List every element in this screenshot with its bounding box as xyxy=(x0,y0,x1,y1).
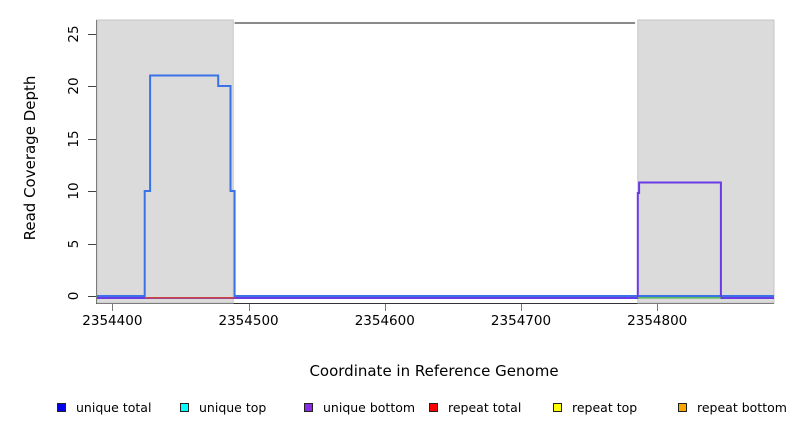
x-axis-tick xyxy=(657,304,659,311)
x-axis-tick-label: 2354500 xyxy=(218,313,279,329)
x-axis-tick-label: 2354800 xyxy=(627,313,688,329)
x-axis-title: Coordinate in Reference Genome xyxy=(309,362,559,380)
y-axis-tick xyxy=(88,86,96,87)
repeat-region-band xyxy=(96,19,234,304)
legend-label: unique bottom xyxy=(323,399,416,415)
plot-svg xyxy=(96,19,775,304)
y-axis-tick xyxy=(88,138,96,140)
legend-item-unique-bottom: unique bottom xyxy=(304,398,415,416)
x-axis-tick xyxy=(520,304,522,311)
y-axis-tick-label: 5 xyxy=(66,239,82,248)
legend-label: unique total xyxy=(76,399,152,415)
legend-label: repeat total xyxy=(448,399,522,415)
x-axis-tick-label: 2354700 xyxy=(490,313,552,329)
x-axis-tick-label: 2354600 xyxy=(354,313,415,329)
y-axis-tick-label: 25 xyxy=(66,24,82,43)
legend-item-repeat-total: repeat total xyxy=(429,398,521,416)
legend-swatch-repeat-top xyxy=(553,402,562,412)
legend-swatch-repeat-total xyxy=(429,402,438,412)
x-axis-tick xyxy=(384,304,386,311)
series-unique-total xyxy=(97,74,774,297)
plot-area xyxy=(96,19,775,304)
y-axis-tick xyxy=(88,191,96,192)
y-axis-tick xyxy=(88,243,96,245)
x-axis-tick-label: 2354400 xyxy=(82,313,143,329)
repeat-region-band xyxy=(637,19,775,304)
y-axis-title: Read Coverage Depth xyxy=(21,75,39,241)
legend-item-unique-top: unique top xyxy=(180,398,266,416)
legend-label: repeat top xyxy=(572,399,638,415)
legend-item-unique-total: unique total xyxy=(57,398,151,416)
x-axis-tick xyxy=(112,304,114,311)
legend-label: repeat bottom xyxy=(697,399,787,415)
legend-swatch-unique-bottom xyxy=(304,402,313,412)
series-unique-bottom xyxy=(97,181,774,299)
legend-item-repeat-top: repeat top xyxy=(553,398,637,416)
y-axis-tick xyxy=(88,33,96,35)
y-axis-tick-label: 15 xyxy=(66,129,82,148)
x-axis-tick xyxy=(248,304,250,311)
legend-swatch-repeat-bottom xyxy=(678,402,687,412)
legend: unique total unique top unique bottom repea… xyxy=(0,398,792,418)
legend-item-repeat-bottom: repeat bottom xyxy=(678,398,787,416)
y-axis-tick-label: 0 xyxy=(66,291,82,301)
legend-swatch-unique-total xyxy=(57,402,66,412)
legend-label: unique top xyxy=(199,399,267,415)
legend-swatch-unique-top xyxy=(180,402,189,412)
y-axis-tick-label: 10 xyxy=(66,182,82,200)
y-axis-tick xyxy=(88,296,96,297)
y-axis-tick-label: 20 xyxy=(66,77,82,95)
